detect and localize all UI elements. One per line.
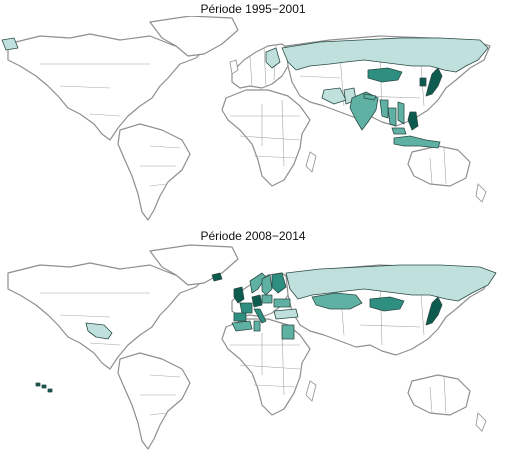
iran-region bbox=[321, 87, 347, 105]
russia-region bbox=[281, 37, 489, 73]
finland-region bbox=[271, 272, 287, 294]
myanmar-region bbox=[379, 99, 389, 119]
kazakhstan-region bbox=[311, 292, 363, 310]
panel-2-title: Période 2008−2014 bbox=[200, 229, 306, 243]
madagascar bbox=[305, 151, 317, 173]
greenland-tip-region bbox=[1, 37, 19, 51]
mexico-region bbox=[85, 322, 113, 340]
panel-1-title: Période 1995−2001 bbox=[200, 2, 306, 16]
country-borders bbox=[40, 274, 447, 416]
germany-region bbox=[251, 294, 263, 308]
finland-region bbox=[265, 47, 281, 69]
malaysia-region bbox=[391, 127, 407, 135]
new-zealand bbox=[475, 412, 487, 432]
algeria-north-region bbox=[231, 320, 253, 332]
japan-region bbox=[425, 67, 443, 97]
australia-landmass bbox=[407, 374, 471, 416]
nepal-region bbox=[363, 93, 377, 101]
hawaii-region bbox=[35, 382, 53, 393]
iceland-region bbox=[211, 272, 223, 282]
philippines-region bbox=[407, 111, 419, 131]
new-zealand bbox=[475, 183, 487, 203]
turkey-region bbox=[273, 308, 299, 320]
vietnam-region bbox=[397, 101, 405, 125]
south-america-landmass bbox=[117, 352, 191, 450]
egypt-region bbox=[281, 324, 295, 340]
south-korea-region bbox=[419, 77, 427, 87]
tunisia-region bbox=[253, 320, 261, 332]
indonesia-region bbox=[393, 135, 441, 149]
spain-region bbox=[233, 312, 247, 322]
north-america-landmass bbox=[7, 262, 209, 370]
madagascar bbox=[305, 380, 317, 402]
thailand-region bbox=[387, 107, 397, 127]
australia-landmass bbox=[407, 145, 471, 187]
united-kingdom-region bbox=[233, 286, 245, 304]
ukraine-region bbox=[273, 298, 291, 308]
uk-island bbox=[229, 59, 239, 75]
poland-region bbox=[261, 294, 273, 304]
india-region bbox=[349, 91, 379, 131]
france-region bbox=[239, 302, 253, 314]
world-map-1995-2001 bbox=[1, 16, 491, 221]
mongolia-region bbox=[369, 296, 405, 312]
world-map-2008-2014 bbox=[7, 244, 497, 450]
italy-region bbox=[253, 308, 267, 324]
japan-region bbox=[425, 296, 443, 326]
greenland-landmass bbox=[149, 16, 239, 57]
sweden-region bbox=[261, 274, 273, 296]
mongolia-region bbox=[367, 67, 403, 83]
south-america-landmass bbox=[117, 123, 191, 221]
north-america-landmass bbox=[7, 33, 209, 141]
